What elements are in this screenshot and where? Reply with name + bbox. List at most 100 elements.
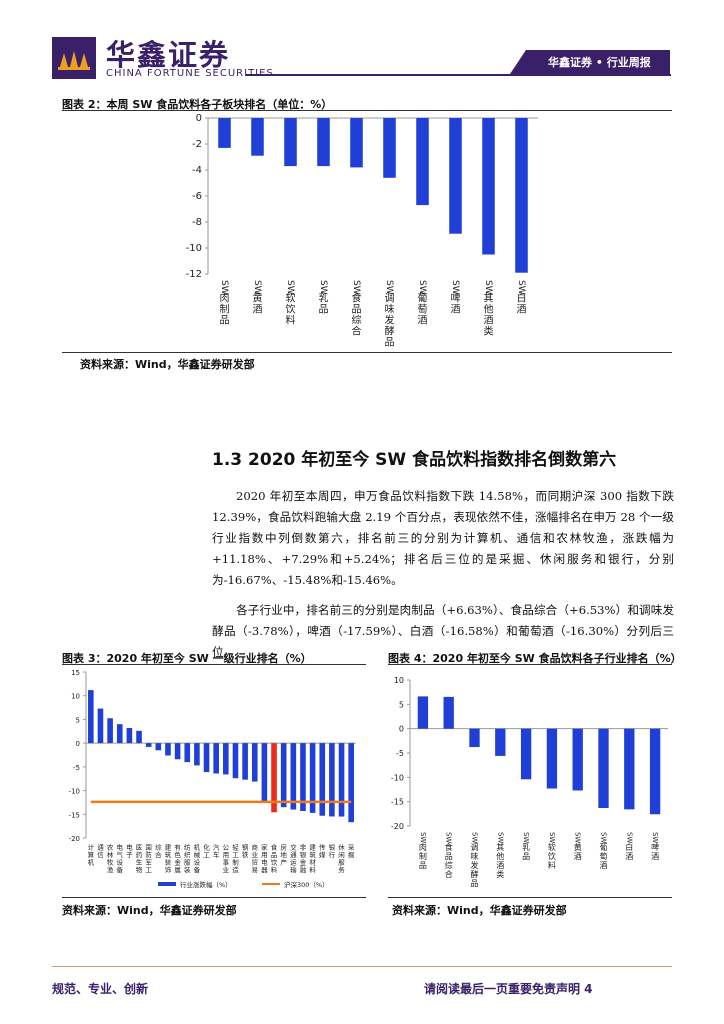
fig3-caption: 图表 3：2020 年初至今 SW 一级行业排名（%） [62,652,312,665]
svg-text:品: 品 [522,852,530,861]
bar [280,743,287,808]
svg-text:装: 装 [184,865,191,874]
svg-text:钢: 钢 [242,844,249,852]
bar [184,743,191,763]
svg-text:酒: 酒 [625,852,633,861]
fig3-chart: 151050-5-10-15-20计算机通信农林牧渔电气设备电子医药生物国防军工… [69,669,356,889]
svg-text:工: 工 [232,851,239,859]
bar [218,118,231,148]
svg-text:酒: 酒 [574,852,582,861]
svg-text:造: 造 [232,865,239,874]
svg-text:业: 业 [252,850,259,859]
x-category-label: 银行 [329,843,336,860]
svg-text:他: 他 [484,303,494,316]
svg-text:金: 金 [300,858,307,867]
fig4-top-rule [388,664,672,665]
svg-text:SW: SW [574,832,582,843]
svg-text:发: 发 [385,314,395,327]
svg-text:类: 类 [484,325,494,338]
bar [271,743,277,813]
svg-text:类: 类 [496,869,504,879]
svg-text:产: 产 [280,858,287,867]
svg-text:采: 采 [348,843,355,852]
svg-text:媒: 媒 [319,850,326,859]
svg-text:黄: 黄 [574,842,582,852]
svg-text:SW: SW [471,832,479,843]
svg-text:白: 白 [625,842,633,852]
bar [145,743,152,747]
svg-text:料: 料 [271,865,278,874]
svg-text:军: 军 [145,859,152,867]
svg-text:软: 软 [286,292,296,305]
svg-text:饮: 饮 [271,858,278,867]
bar [309,743,316,813]
svg-text:务: 务 [338,865,345,874]
y-tick-label: -15 [391,798,404,807]
fig2-caption: 图表 2：本周 SW 食品饮料各子板块排名（单位：%） [62,98,333,111]
svg-text:SW: SW [219,280,229,295]
svg-text:设: 设 [117,858,124,867]
bar [482,118,495,255]
svg-text:SW: SW [445,832,453,843]
bar [624,728,635,810]
svg-text:SW: SW [419,832,427,843]
svg-text:SW: SW [417,280,427,295]
paragraph-2-text: 各子行业中，排名前三的分别是肉制品（+6.63%）、食品综合（+6.53%）和调… [212,603,674,659]
svg-text:轻: 轻 [232,843,239,852]
x-category-label: 化工 [203,843,210,860]
svg-text:车: 车 [213,850,220,859]
svg-text:工: 工 [203,851,210,859]
svg-text:计: 计 [88,843,95,852]
svg-text:肉: 肉 [220,292,230,305]
svg-text:酒: 酒 [517,304,527,316]
svg-text:合: 合 [352,325,362,338]
svg-text:通: 通 [97,843,104,852]
svg-text:输: 输 [290,865,297,874]
svg-text:色: 色 [174,850,181,859]
svg-text:纺: 纺 [184,843,191,852]
svg-text:酒: 酒 [600,861,608,870]
y-tick-label: -5 [396,749,404,758]
fig3-source: 资料来源：Wind，华鑫证券研发部 [62,904,237,917]
svg-text:建: 建 [165,843,172,852]
svg-text:渔: 渔 [107,865,114,874]
svg-text:有: 有 [174,843,181,852]
svg-text:SW: SW [625,832,633,843]
svg-text:物: 物 [136,865,143,874]
svg-text:装: 装 [165,858,172,867]
svg-text:筑: 筑 [165,850,172,859]
bar [251,118,264,156]
legend-label-hs300: 沪深300（%） [284,880,329,889]
bar [515,118,528,273]
svg-text:商: 商 [252,843,259,852]
bar [203,743,210,773]
svg-text:SW: SW [496,832,504,843]
report-type-tag: 华鑫证券 • 行业周报 [548,56,651,69]
bar [213,743,219,774]
svg-text:味: 味 [385,304,395,316]
x-category-label: 汽车 [213,843,220,860]
svg-text:SW: SW [351,280,361,295]
svg-text:银: 银 [329,843,336,852]
svg-text:他: 他 [496,851,504,861]
svg-text:非: 非 [300,843,307,852]
svg-text:筑: 筑 [309,850,316,859]
y-tick-label: -5 [73,764,80,772]
fig2-chart: 0-2-4-6-8-10-12SW肉制品SW黄酒SW软饮料SW乳品SW食品综合S… [186,113,538,349]
bar [223,743,229,775]
brand-name-en: CHINA FORTUNE SECURITIES [106,68,274,79]
svg-text:备: 备 [194,865,201,874]
brand-name-cn: 华鑫证券 [106,38,231,72]
svg-text:林: 林 [107,850,114,859]
bar [251,743,258,782]
